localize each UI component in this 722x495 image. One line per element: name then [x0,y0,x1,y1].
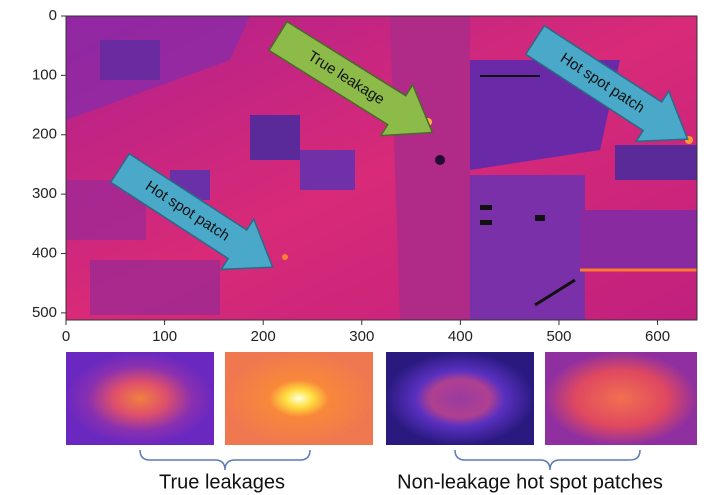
patch-image [545,352,697,445]
x-tick-label: 0 [62,328,70,345]
y-tick-label: 500 [32,304,57,321]
x-tick-label: 100 [152,328,177,345]
patch-image [66,352,214,445]
y-tick-label: 400 [32,244,57,261]
y-tick-label: 200 [32,126,57,143]
y-tick-label: 100 [32,66,57,83]
caption: True leakages [159,471,285,493]
brace [455,450,640,470]
brace [140,450,310,470]
x-tick-label: 600 [645,328,670,345]
y-tick-label: 0 [49,7,57,24]
figure: True leakage Hot spot patch Hot spot pat… [0,0,722,495]
x-tick-label: 400 [448,328,473,345]
caption: Non-leakage hot spot patches [397,471,663,493]
patch-image [225,352,373,445]
x-tick-label: 500 [546,328,571,345]
thermal-image [66,16,697,320]
y-tick-label: 300 [32,185,57,202]
patch-image [386,352,534,445]
x-tick-label: 300 [349,328,374,345]
x-tick-label: 200 [251,328,276,345]
